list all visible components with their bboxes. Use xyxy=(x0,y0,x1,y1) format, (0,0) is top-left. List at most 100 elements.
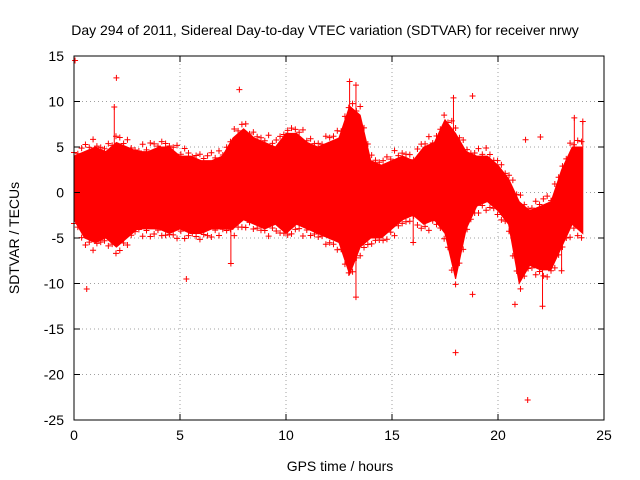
data-point xyxy=(128,144,135,151)
data-point xyxy=(216,147,223,154)
data-point xyxy=(196,151,203,158)
data-point xyxy=(116,134,123,141)
data-point xyxy=(147,233,154,240)
data-point xyxy=(494,157,501,164)
data-point xyxy=(204,232,211,239)
data-point xyxy=(147,140,154,147)
data-point xyxy=(208,149,215,156)
data-point xyxy=(372,157,379,164)
data-point xyxy=(395,152,402,159)
data-point xyxy=(536,268,543,275)
data-point xyxy=(158,138,165,145)
outlier-point xyxy=(113,74,120,81)
y-tick-label: -5 xyxy=(52,230,65,246)
data-point xyxy=(364,140,371,147)
outlier-point xyxy=(452,349,459,356)
data-point xyxy=(528,264,535,271)
data-point xyxy=(97,144,104,151)
outlier-point xyxy=(511,301,518,308)
data-point xyxy=(494,211,501,218)
data-point xyxy=(578,138,585,145)
data-point xyxy=(162,140,169,147)
data-point xyxy=(418,225,425,232)
data-point xyxy=(200,231,207,238)
data-point xyxy=(93,240,100,247)
data-point xyxy=(269,224,276,231)
data-point xyxy=(204,152,211,159)
data-point xyxy=(563,155,570,162)
data-point xyxy=(238,121,245,128)
data-point xyxy=(120,239,127,246)
data-point xyxy=(559,244,566,251)
data-point xyxy=(513,191,520,198)
data-point xyxy=(128,232,135,239)
data-point xyxy=(444,244,451,251)
data-point xyxy=(506,228,513,235)
data-point xyxy=(223,227,230,234)
data-point xyxy=(357,252,364,259)
data-point xyxy=(143,146,150,153)
data-point xyxy=(517,192,524,199)
outlier-point xyxy=(558,267,565,274)
x-tick-label: 20 xyxy=(490,427,506,443)
y-tick-label: 15 xyxy=(48,48,64,64)
x-axis-label: GPS time / hours xyxy=(287,458,394,474)
data-point xyxy=(460,246,467,253)
data-point xyxy=(429,140,436,146)
data-point xyxy=(235,127,242,134)
axis-ticks: 0 5 10 15 20 25 -25 -20 -15 -10 -5 0 5 10 15 xyxy=(44,48,612,443)
data-point xyxy=(208,234,215,241)
data-point xyxy=(391,147,398,154)
data-point xyxy=(185,150,192,157)
data-point xyxy=(483,207,490,214)
data-point xyxy=(544,193,551,200)
data-point xyxy=(483,145,490,152)
data-point xyxy=(387,156,394,163)
data-point xyxy=(441,112,448,119)
data-point xyxy=(486,204,493,211)
data-point xyxy=(288,230,295,237)
data-point xyxy=(338,128,345,135)
data-series xyxy=(71,57,586,403)
data-point xyxy=(330,241,337,248)
data-point xyxy=(132,146,139,153)
data-point xyxy=(193,233,200,240)
data-point xyxy=(464,146,471,153)
outlier-point xyxy=(346,78,353,85)
data-point xyxy=(219,226,226,233)
y-tick-label: -20 xyxy=(44,367,64,383)
data-point xyxy=(376,159,383,166)
x-tick-label: 0 xyxy=(70,427,78,443)
y-tick-label: 0 xyxy=(56,185,64,201)
data-point xyxy=(425,227,432,234)
data-point xyxy=(475,145,482,152)
data-point xyxy=(101,237,108,244)
data-point xyxy=(135,226,142,233)
data-point xyxy=(532,271,539,278)
data-point xyxy=(361,124,368,131)
data-point xyxy=(437,224,444,231)
data-point xyxy=(509,252,516,259)
data-point xyxy=(456,134,463,141)
data-point xyxy=(284,127,291,134)
data-point xyxy=(517,285,524,292)
data-point xyxy=(330,133,337,140)
data-point xyxy=(105,140,112,147)
data-point xyxy=(548,197,554,204)
data-point xyxy=(513,268,520,275)
data-point xyxy=(555,251,562,258)
y-axis-label: SDTVAR / TECUs xyxy=(6,182,22,294)
data-point xyxy=(170,144,177,151)
data-point xyxy=(273,136,280,143)
data-point xyxy=(521,201,528,208)
data-point xyxy=(387,229,394,236)
data-point xyxy=(570,225,577,232)
data-point xyxy=(181,235,188,242)
data-point xyxy=(299,232,306,239)
data-point xyxy=(319,233,326,240)
data-point xyxy=(391,232,398,239)
data-point xyxy=(296,129,303,136)
data-point xyxy=(97,239,104,246)
data-point xyxy=(509,177,516,184)
